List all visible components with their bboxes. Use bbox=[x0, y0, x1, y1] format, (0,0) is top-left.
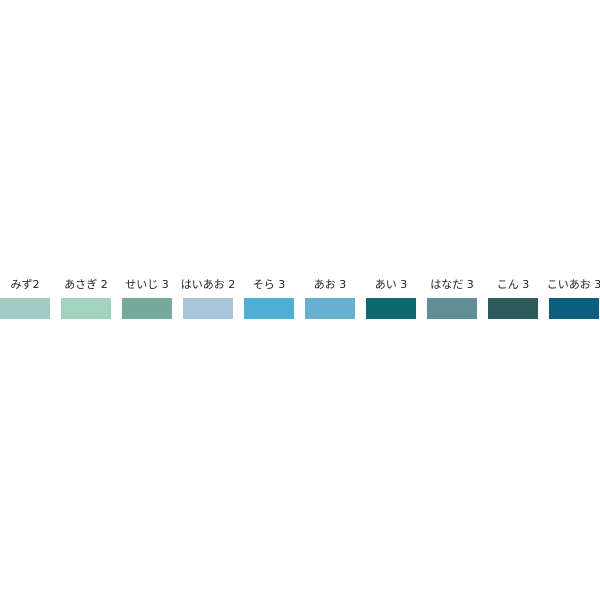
swatch-label: みず2 bbox=[11, 278, 40, 291]
swatch-label: そら 3 bbox=[253, 278, 286, 291]
swatch bbox=[549, 298, 599, 319]
swatch-label: こん 3 bbox=[497, 278, 530, 291]
swatch-label: はなだ 3 bbox=[430, 278, 474, 291]
swatch-label: あい 3 bbox=[375, 278, 408, 291]
swatch bbox=[61, 298, 111, 319]
swatch bbox=[366, 298, 416, 319]
swatch bbox=[305, 298, 355, 319]
swatch-label: せいじ 3 bbox=[125, 278, 169, 291]
swatch-label: あお 3 bbox=[314, 278, 347, 291]
swatch-label: はいあお 2 bbox=[181, 278, 236, 291]
swatch-label: あさぎ 2 bbox=[64, 277, 108, 291]
swatch-label: こいあお 3 bbox=[547, 278, 600, 291]
swatch bbox=[244, 298, 294, 319]
swatch bbox=[122, 298, 172, 319]
swatch bbox=[0, 298, 50, 319]
swatch bbox=[427, 298, 477, 319]
swatch bbox=[488, 298, 538, 319]
swatch bbox=[183, 298, 233, 319]
